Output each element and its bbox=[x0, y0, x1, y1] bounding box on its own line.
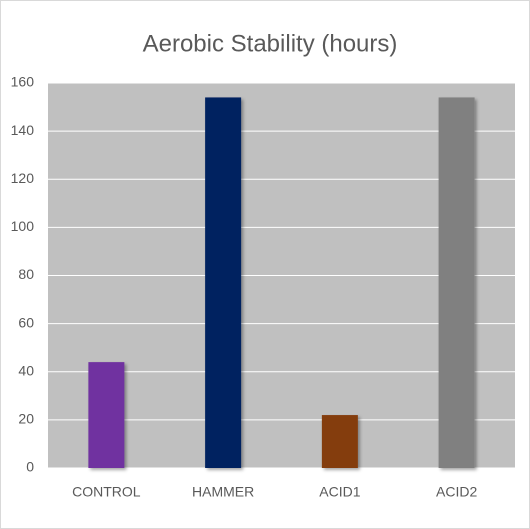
y-tick-label: 160 bbox=[11, 74, 35, 90]
y-tick-label: 100 bbox=[11, 218, 35, 234]
y-tick-label: 60 bbox=[18, 314, 34, 330]
x-tick-label: HAMMER bbox=[192, 484, 254, 500]
bar bbox=[321, 415, 358, 468]
bar bbox=[438, 97, 475, 468]
y-tick-label: 40 bbox=[18, 362, 34, 378]
y-tick-label: 20 bbox=[18, 411, 34, 427]
x-tick-label: ACID2 bbox=[436, 484, 477, 500]
y-tick-label: 80 bbox=[18, 266, 34, 282]
x-tick-label: CONTROL bbox=[72, 484, 141, 500]
bar bbox=[205, 97, 242, 468]
chart-title: Aerobic Stability (hours) bbox=[143, 30, 398, 57]
y-tick-label: 120 bbox=[11, 170, 35, 186]
x-tick-label: ACID1 bbox=[319, 484, 360, 500]
y-tick-label: 140 bbox=[11, 122, 35, 138]
bar bbox=[88, 362, 125, 468]
y-tick-label: 0 bbox=[26, 459, 34, 475]
